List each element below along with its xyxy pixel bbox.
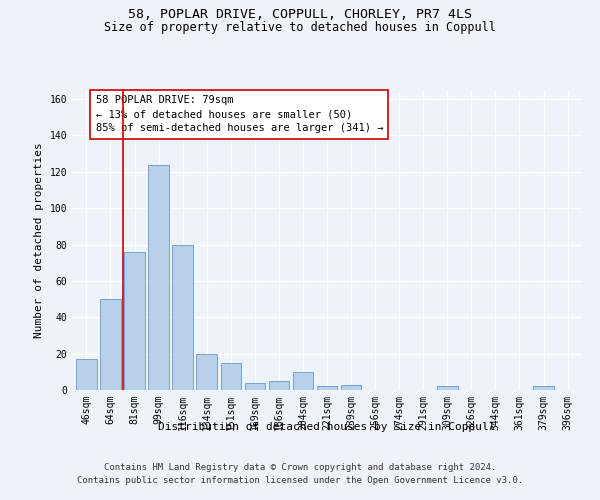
Bar xyxy=(245,382,265,390)
Text: Size of property relative to detached houses in Coppull: Size of property relative to detached ho… xyxy=(104,21,496,34)
Text: Contains HM Land Registry data © Crown copyright and database right 2024.: Contains HM Land Registry data © Crown c… xyxy=(104,464,496,472)
Bar xyxy=(196,354,217,390)
Bar xyxy=(172,244,193,390)
Bar xyxy=(317,386,337,390)
Bar xyxy=(437,386,458,390)
Y-axis label: Number of detached properties: Number of detached properties xyxy=(34,142,44,338)
Text: Contains public sector information licensed under the Open Government Licence v3: Contains public sector information licen… xyxy=(77,476,523,485)
Text: Distribution of detached houses by size in Coppull: Distribution of detached houses by size … xyxy=(158,422,496,432)
Bar xyxy=(221,362,241,390)
Bar xyxy=(76,359,97,390)
Bar xyxy=(124,252,145,390)
Bar xyxy=(293,372,313,390)
Bar xyxy=(533,386,554,390)
Text: 58, POPLAR DRIVE, COPPULL, CHORLEY, PR7 4LS: 58, POPLAR DRIVE, COPPULL, CHORLEY, PR7 … xyxy=(128,8,472,20)
Text: 58 POPLAR DRIVE: 79sqm
← 13% of detached houses are smaller (50)
85% of semi-det: 58 POPLAR DRIVE: 79sqm ← 13% of detached… xyxy=(95,96,383,134)
Bar xyxy=(148,164,169,390)
Bar xyxy=(269,381,289,390)
Bar xyxy=(100,299,121,390)
Bar xyxy=(341,384,361,390)
